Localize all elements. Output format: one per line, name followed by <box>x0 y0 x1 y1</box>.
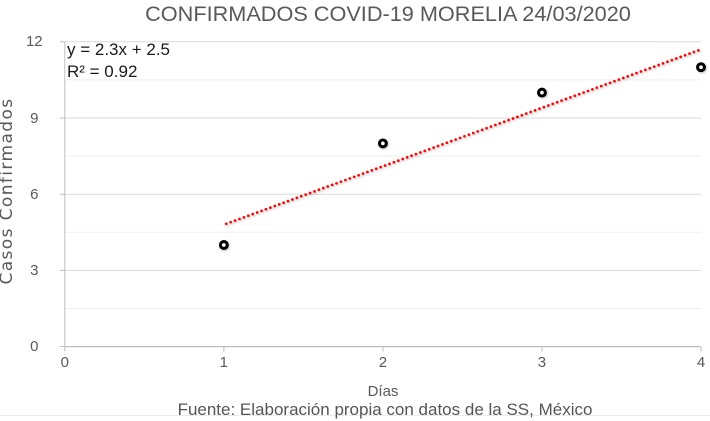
data-point <box>218 240 229 250</box>
y-tick-label: 6 <box>30 185 39 203</box>
x-axis-title: Días <box>367 383 399 400</box>
y-tick-label: 3 <box>30 261 39 279</box>
x-tick-label: 0 <box>60 354 69 371</box>
x-tick-label: 4 <box>696 354 706 371</box>
data-point <box>377 138 388 149</box>
bottom-rule <box>0 415 710 416</box>
trendline-annotation: y = 2.3x + 2.5 R² = 0.92 <box>67 39 170 83</box>
chart-title: CONFIRMADOS COVID-19 MORELIA 24/03/2020 <box>145 1 631 26</box>
trendline-r-squared: R² = 0.92 <box>67 62 138 81</box>
data-point <box>536 87 547 98</box>
data-point <box>696 62 706 73</box>
y-axis-title: Casos Confirmados <box>0 97 17 285</box>
trendline-equation: y = 2.3x + 2.5 <box>67 40 171 59</box>
x-tick-label: 3 <box>537 354 547 371</box>
source-note: Fuente: Elaboración propia con datos de … <box>177 400 593 419</box>
x-tick-label: 2 <box>378 354 388 371</box>
x-tick-label: 1 <box>219 354 229 371</box>
y-tick-label: 12 <box>25 33 43 51</box>
y-tick-label: 9 <box>30 109 39 127</box>
trendline <box>224 48 700 226</box>
y-tick-label: 0 <box>30 338 39 356</box>
